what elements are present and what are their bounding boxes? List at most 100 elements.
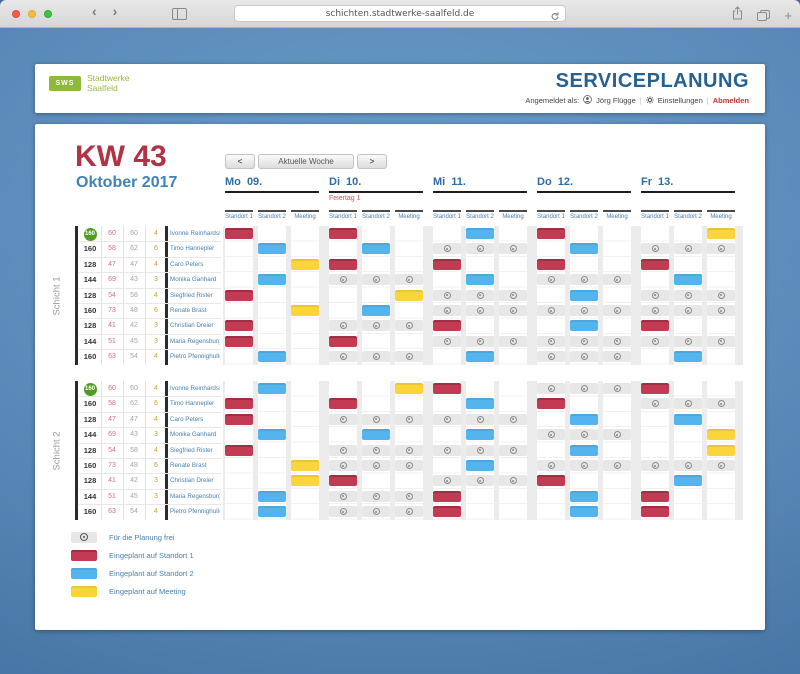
previous-week-button[interactable]: < bbox=[225, 154, 255, 169]
assignment-block[interactable] bbox=[433, 320, 461, 332]
assignment-block[interactable] bbox=[225, 289, 253, 301]
assignment-block[interactable] bbox=[466, 460, 494, 471]
free-cell[interactable] bbox=[537, 383, 565, 394]
assignment-block[interactable] bbox=[674, 475, 702, 487]
free-cell[interactable] bbox=[466, 413, 494, 425]
assignment-block[interactable] bbox=[291, 460, 319, 471]
minimize-window-button[interactable] bbox=[28, 10, 36, 18]
forward-button[interactable]: › bbox=[112, 3, 118, 19]
free-cell[interactable] bbox=[707, 398, 735, 410]
assignment-block[interactable] bbox=[641, 506, 669, 518]
assignment-block[interactable] bbox=[225, 398, 253, 410]
free-cell[interactable] bbox=[674, 335, 702, 347]
free-cell[interactable] bbox=[433, 335, 461, 347]
free-cell[interactable] bbox=[433, 305, 461, 316]
free-cell[interactable] bbox=[362, 506, 390, 518]
free-cell[interactable] bbox=[570, 335, 598, 347]
share-icon[interactable] bbox=[732, 6, 743, 25]
assignment-block[interactable] bbox=[707, 429, 735, 441]
free-cell[interactable] bbox=[537, 305, 565, 316]
free-cell[interactable] bbox=[603, 274, 631, 286]
free-cell[interactable] bbox=[466, 243, 494, 255]
free-cell[interactable] bbox=[395, 274, 423, 286]
free-cell[interactable] bbox=[537, 351, 565, 363]
free-cell[interactable] bbox=[674, 289, 702, 301]
assignment-block[interactable] bbox=[707, 228, 735, 239]
free-cell[interactable] bbox=[395, 413, 423, 425]
tabs-overview-icon[interactable] bbox=[757, 10, 771, 21]
free-cell[interactable] bbox=[499, 475, 527, 487]
free-cell[interactable] bbox=[641, 305, 669, 316]
free-cell[interactable] bbox=[603, 305, 631, 316]
assignment-block[interactable] bbox=[570, 506, 598, 518]
assignment-block[interactable] bbox=[395, 289, 423, 301]
free-cell[interactable] bbox=[499, 305, 527, 316]
free-cell[interactable] bbox=[395, 320, 423, 332]
free-cell[interactable] bbox=[707, 305, 735, 316]
free-cell[interactable] bbox=[329, 351, 357, 363]
free-cell[interactable] bbox=[395, 506, 423, 518]
free-cell[interactable] bbox=[362, 460, 390, 471]
back-button[interactable]: ‹ bbox=[92, 3, 97, 19]
free-cell[interactable] bbox=[707, 460, 735, 471]
assignment-block[interactable] bbox=[466, 429, 494, 441]
free-cell[interactable] bbox=[329, 490, 357, 502]
assignment-block[interactable] bbox=[641, 383, 669, 394]
assignment-block[interactable] bbox=[362, 243, 390, 255]
assignment-block[interactable] bbox=[466, 228, 494, 239]
assignment-block[interactable] bbox=[570, 243, 598, 255]
free-cell[interactable] bbox=[395, 490, 423, 502]
assignment-block[interactable] bbox=[258, 274, 286, 286]
free-cell[interactable] bbox=[433, 289, 461, 301]
assignment-block[interactable] bbox=[291, 258, 319, 270]
free-cell[interactable] bbox=[362, 444, 390, 456]
free-cell[interactable] bbox=[433, 475, 461, 487]
free-cell[interactable] bbox=[603, 335, 631, 347]
free-cell[interactable] bbox=[395, 444, 423, 456]
free-cell[interactable] bbox=[537, 460, 565, 471]
free-cell[interactable] bbox=[499, 243, 527, 255]
free-cell[interactable] bbox=[466, 444, 494, 456]
free-cell[interactable] bbox=[603, 429, 631, 441]
free-cell[interactable] bbox=[641, 335, 669, 347]
free-cell[interactable] bbox=[362, 413, 390, 425]
assignment-block[interactable] bbox=[674, 413, 702, 425]
free-cell[interactable] bbox=[466, 305, 494, 316]
assignment-block[interactable] bbox=[433, 490, 461, 502]
assignment-block[interactable] bbox=[570, 444, 598, 456]
free-cell[interactable] bbox=[329, 320, 357, 332]
address-bar[interactable]: schichten.stadtwerke-saalfeld.de bbox=[234, 5, 566, 22]
free-cell[interactable] bbox=[537, 274, 565, 286]
free-cell[interactable] bbox=[707, 335, 735, 347]
free-cell[interactable] bbox=[537, 429, 565, 441]
free-cell[interactable] bbox=[362, 274, 390, 286]
assignment-block[interactable] bbox=[570, 413, 598, 425]
logout-link[interactable]: Abmelden bbox=[712, 96, 749, 105]
free-cell[interactable] bbox=[641, 460, 669, 471]
user-name-link[interactable]: Jörg Flügge bbox=[596, 96, 636, 105]
assignment-block[interactable] bbox=[641, 490, 669, 502]
assignment-block[interactable] bbox=[225, 320, 253, 332]
assignment-block[interactable] bbox=[466, 274, 494, 286]
assignment-block[interactable] bbox=[291, 305, 319, 316]
assignment-block[interactable] bbox=[674, 351, 702, 363]
settings-link[interactable]: Einstellungen bbox=[657, 96, 703, 105]
assignment-block[interactable] bbox=[537, 398, 565, 410]
assignment-block[interactable] bbox=[433, 383, 461, 394]
assignment-block[interactable] bbox=[537, 258, 565, 270]
assignment-block[interactable] bbox=[258, 490, 286, 502]
assignment-block[interactable] bbox=[329, 258, 357, 270]
current-week-button[interactable]: Aktuelle Woche bbox=[258, 154, 354, 169]
assignment-block[interactable] bbox=[258, 383, 286, 394]
free-cell[interactable] bbox=[466, 289, 494, 301]
free-cell[interactable] bbox=[499, 335, 527, 347]
sidebar-icon[interactable] bbox=[172, 8, 187, 20]
free-cell[interactable] bbox=[570, 429, 598, 441]
assignment-block[interactable] bbox=[258, 429, 286, 441]
zoom-window-button[interactable] bbox=[44, 10, 52, 18]
free-cell[interactable] bbox=[707, 289, 735, 301]
free-cell[interactable] bbox=[570, 460, 598, 471]
assignment-block[interactable] bbox=[225, 444, 253, 456]
assignment-block[interactable] bbox=[674, 274, 702, 286]
free-cell[interactable] bbox=[674, 398, 702, 410]
